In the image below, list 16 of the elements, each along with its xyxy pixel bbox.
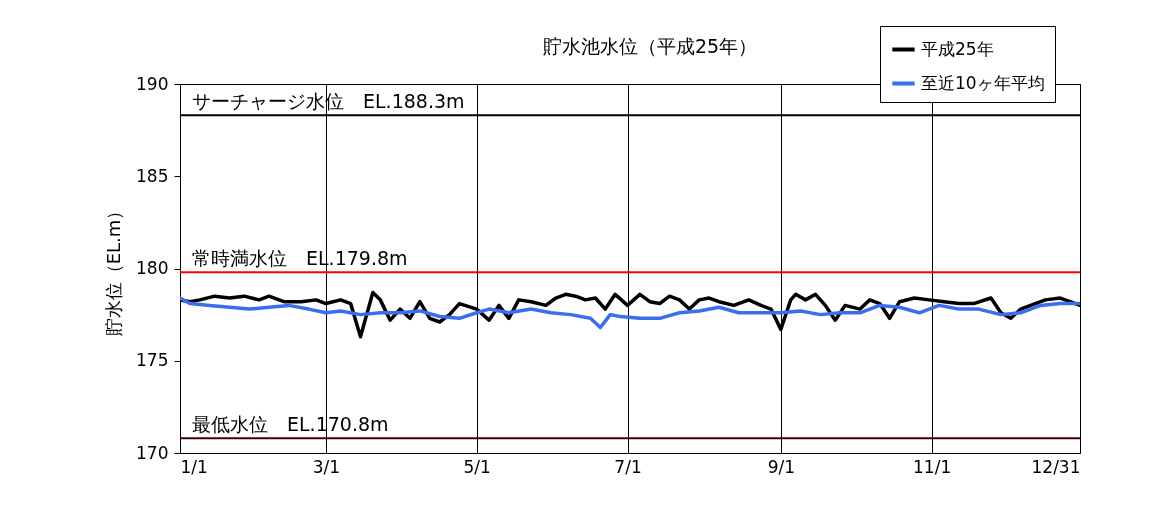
y-tick-label: 170: [136, 442, 169, 463]
y-tick-label: 180: [136, 258, 169, 278]
x-tick-label: 12/31: [1031, 456, 1081, 477]
x-tick-label: 5/1: [463, 456, 491, 477]
legend-label: 平成25年: [921, 38, 994, 59]
x-tick-label: 7/1: [614, 456, 642, 477]
y-tick-label: 185: [136, 165, 169, 186]
chart-title: 貯水池水位（平成25年）: [542, 35, 758, 57]
x-tick-label: 1/1: [180, 456, 208, 477]
y-tick-label: 190: [136, 73, 169, 94]
x-tick-label: 11/1: [913, 456, 952, 477]
x-tick-label: 3/1: [312, 456, 341, 477]
x-tick-label: 9/1: [767, 456, 795, 477]
legend-label: 至近10ヶ年平均: [921, 72, 1045, 93]
y-tick-label: 175: [136, 350, 169, 371]
y-axis-title: 貯水位（EL.m）: [103, 201, 125, 337]
